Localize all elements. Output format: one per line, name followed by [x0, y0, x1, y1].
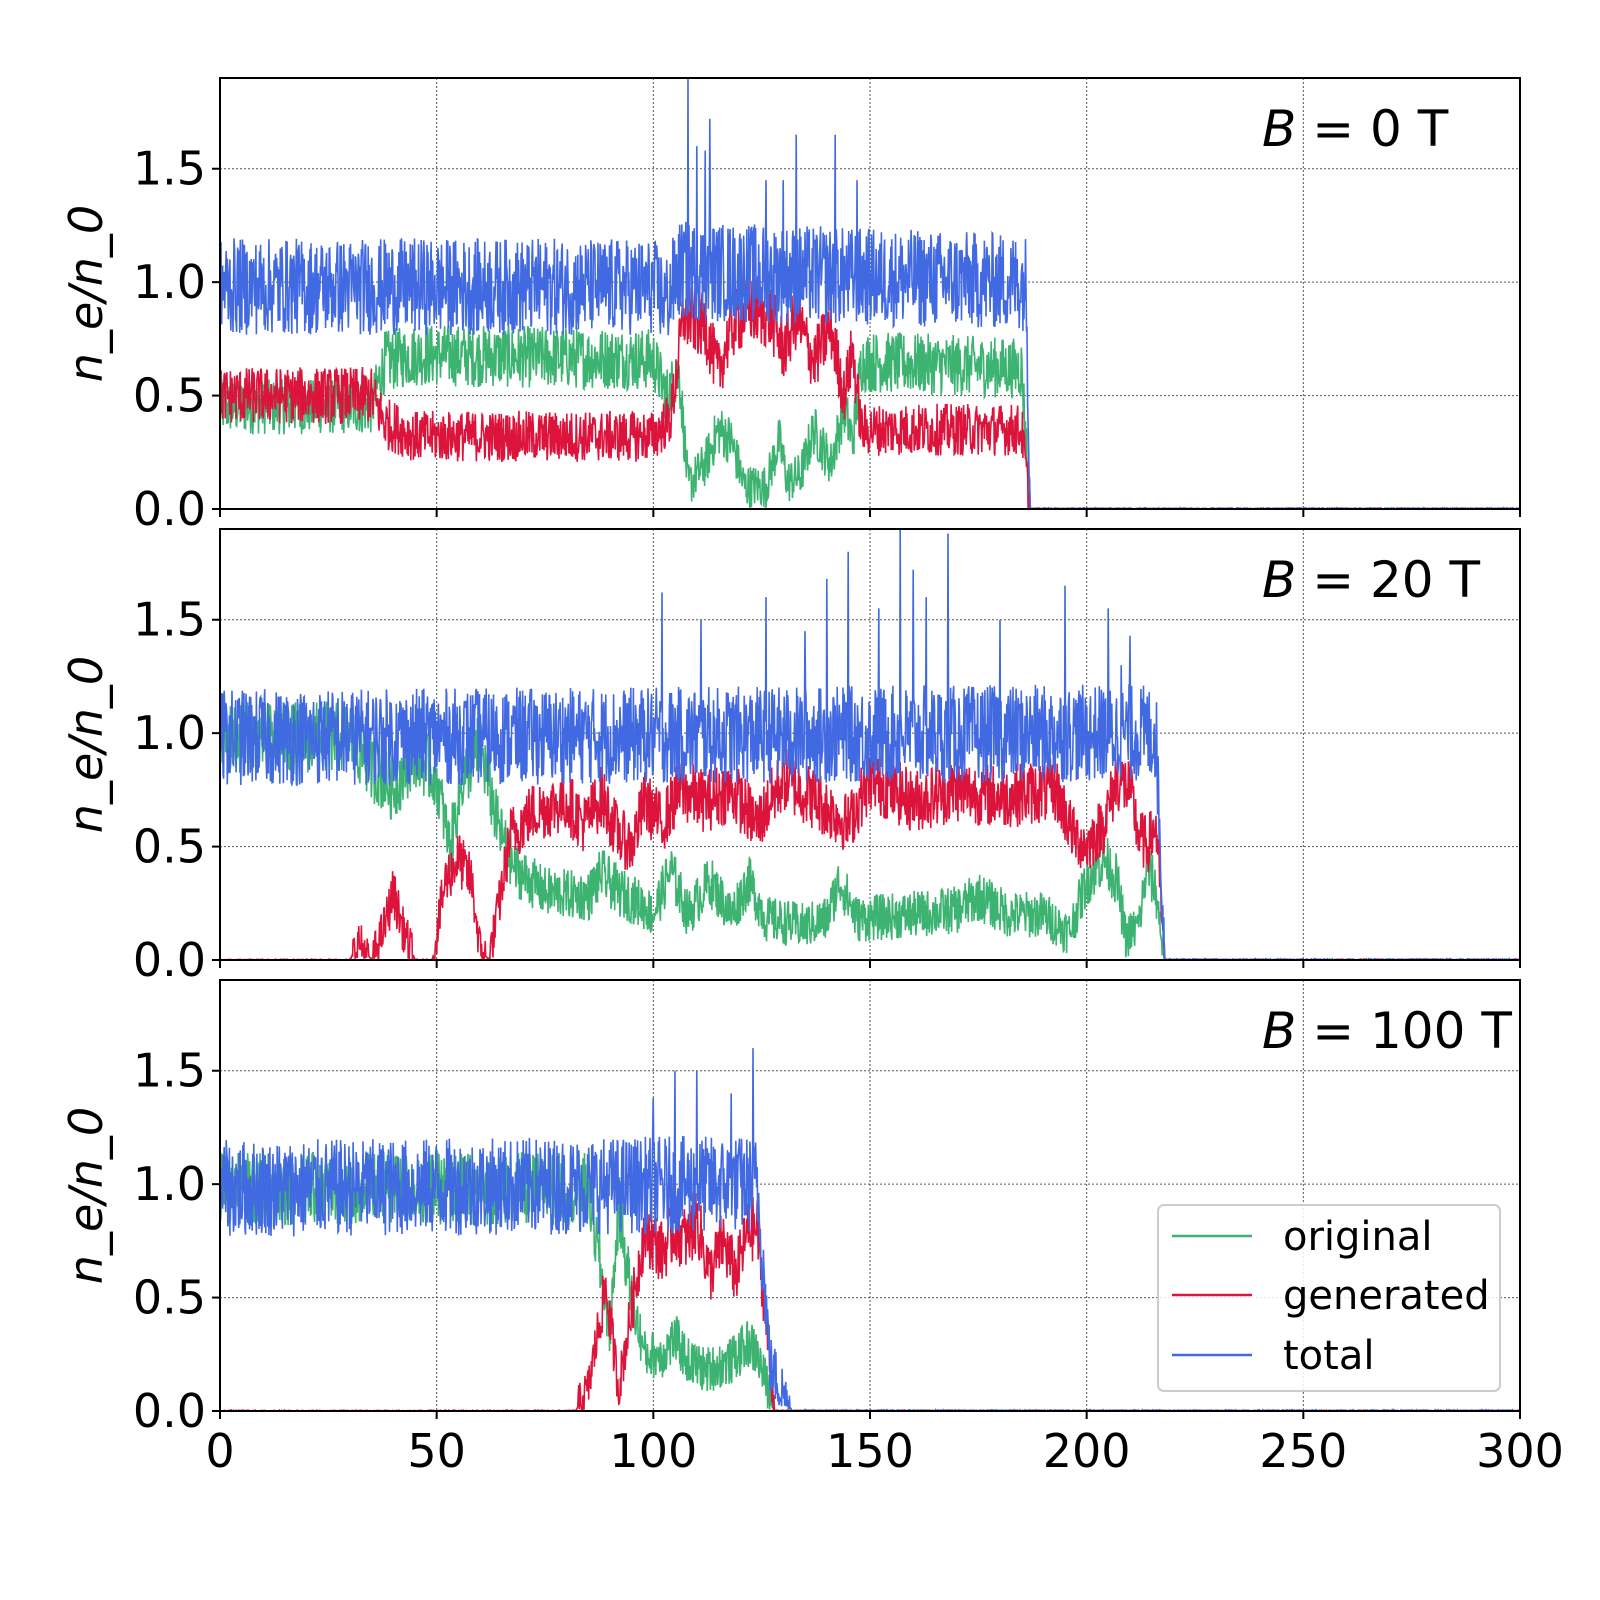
legend-box: [1157, 1204, 1501, 1392]
panel-3: 0.0 0.5 1.0 1.5 0 50 100 150 200 250 300 B = 100 T n…: [59, 979, 1564, 1478]
y-tick-label: 1.0: [133, 1157, 206, 1211]
legend-label-generated: generated: [1283, 1273, 1490, 1319]
y-tick-label: 1.5: [133, 1044, 206, 1098]
y-tick-label: 1.0: [133, 706, 206, 760]
y-axis-label: n_e/n_0: [59, 656, 113, 833]
x-tick-label: 50: [407, 1424, 466, 1478]
y-tick-label: 1.0: [133, 255, 206, 309]
y-tick-label: 0.5: [133, 369, 206, 423]
y-tick-label: 0.0: [133, 482, 206, 536]
panel-annotation: B = 20 T: [1262, 551, 1481, 609]
panel-annotation: B = 100 T: [1262, 1002, 1512, 1060]
y-tick-label: 0.0: [133, 933, 206, 987]
x-tick-label: 200: [1043, 1424, 1131, 1478]
x-tick-label: 100: [609, 1424, 697, 1478]
legend: original generated total: [1157, 1204, 1501, 1392]
x-tick-label: 300: [1476, 1424, 1564, 1478]
panel-1: 0.0 0.5 1.0 1.5 B = 0 T n_e/n_0: [59, 77, 1521, 536]
x-tick-label: 250: [1259, 1424, 1347, 1478]
x-tick-label: 0: [205, 1424, 234, 1478]
y-axis-label: n_e/n_0: [59, 205, 113, 382]
panel-annotation: B = 0 T: [1262, 100, 1449, 158]
legend-label-original: original: [1283, 1214, 1433, 1260]
y-tick-label: 0.5: [133, 820, 206, 874]
y-tick-label: 0.5: [133, 1271, 206, 1325]
legend-label-total: total: [1283, 1333, 1374, 1379]
y-tick-label: 1.5: [133, 593, 206, 647]
y-tick-label: 0.0: [133, 1384, 206, 1438]
x-tick-label: 150: [826, 1424, 914, 1478]
y-tick-label: 1.5: [133, 142, 206, 196]
y-axis-label: n_e/n_0: [59, 1107, 113, 1284]
panel-2: 0.0 0.5 1.0 1.5 B = 20 T n_e/n_0: [59, 528, 1521, 987]
